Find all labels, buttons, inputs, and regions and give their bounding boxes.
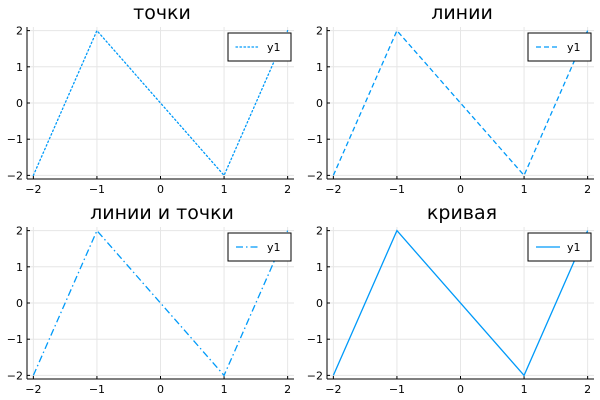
subplot-title: линии xyxy=(431,2,493,24)
y-tick-label: −1 xyxy=(307,333,323,346)
y-tick-label: 2 xyxy=(316,25,323,38)
series-line-y1 xyxy=(332,229,589,377)
y-tick-label: 1 xyxy=(16,61,23,74)
subplot-tochki: точки −2 −1 0 1 2 −2 −1 0 1 2 y1 xyxy=(7,2,294,196)
series-line-y1 xyxy=(32,229,289,377)
y-tick-label: 0 xyxy=(316,297,323,310)
x-tick-label: −1 xyxy=(89,383,105,396)
y-tick-label: 0 xyxy=(16,97,23,110)
y-tick-label: −1 xyxy=(307,133,323,146)
y-tick-label: 1 xyxy=(316,261,323,274)
x-tick-label: 0 xyxy=(157,183,164,196)
x-tick-label: 1 xyxy=(221,183,228,196)
legend: y1 xyxy=(527,32,592,62)
y-tick-label: −2 xyxy=(307,369,323,382)
x-tick-label: 1 xyxy=(521,183,528,196)
y-tick-label: 1 xyxy=(16,261,23,274)
x-tick-label: −2 xyxy=(325,183,341,196)
legend-box xyxy=(227,32,292,62)
x-tick-label: 2 xyxy=(284,183,291,196)
legend-label: y1 xyxy=(567,241,581,254)
x-tick-label: −2 xyxy=(325,383,341,396)
x-tick-label: 2 xyxy=(284,383,291,396)
x-tick-label: 2 xyxy=(584,183,591,196)
y-tick-label: 2 xyxy=(16,225,23,238)
legend: y1 xyxy=(527,232,592,262)
y-tick-label: 2 xyxy=(16,25,23,38)
legend-label: y1 xyxy=(567,41,581,54)
legend-label: y1 xyxy=(267,241,281,254)
y-tick-label: 2 xyxy=(316,225,323,238)
x-tick-label: −1 xyxy=(389,383,405,396)
x-tick-label: 1 xyxy=(521,383,528,396)
x-tick-label: 0 xyxy=(457,383,464,396)
x-tick-label: −2 xyxy=(25,383,41,396)
subplot-title: линии и точки xyxy=(90,202,234,224)
subplot-title: точки xyxy=(133,2,191,24)
legend: y1 xyxy=(227,232,292,262)
legend-label: y1 xyxy=(267,41,281,54)
y-tick-label: −2 xyxy=(7,369,23,382)
y-tick-label: −1 xyxy=(7,133,23,146)
x-tick-label: −2 xyxy=(25,183,41,196)
legend: y1 xyxy=(227,32,292,62)
subplot-linii-i-tochki: линии и точки −2 −1 0 1 2 −2 −1 0 1 2 y1 xyxy=(7,202,294,396)
x-tick-label: 1 xyxy=(221,383,228,396)
y-tick-label: 0 xyxy=(316,97,323,110)
x-tick-label: 0 xyxy=(457,183,464,196)
y-tick-label: 1 xyxy=(316,61,323,74)
x-tick-label: −1 xyxy=(89,183,105,196)
subplot-linii: линии −2 −1 0 1 2 −2 −1 0 1 2 y1 xyxy=(307,2,594,196)
x-tick-label: 0 xyxy=(157,383,164,396)
y-tick-label: −2 xyxy=(7,169,23,182)
y-tick-label: 0 xyxy=(16,297,23,310)
x-tick-label: 2 xyxy=(584,383,591,396)
y-tick-label: −2 xyxy=(307,169,323,182)
series-line-y1 xyxy=(32,29,289,177)
subplot-title: кривая xyxy=(427,202,497,224)
y-tick-label: −1 xyxy=(7,333,23,346)
x-tick-label: −1 xyxy=(389,183,405,196)
subplot-krivaya: кривая −2 −1 0 1 2 −2 −1 0 1 2 y1 xyxy=(307,202,594,396)
